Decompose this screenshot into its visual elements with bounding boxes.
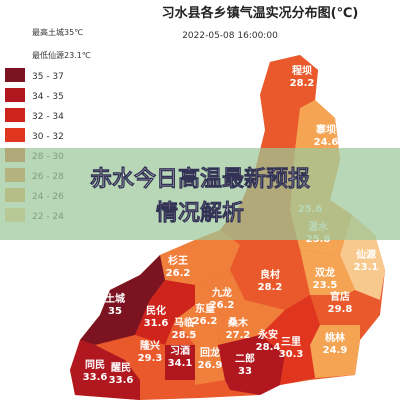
legend-swatch: [5, 128, 25, 142]
town-name: 良村: [260, 268, 280, 281]
legend-label: 32 - 34: [32, 112, 64, 122]
banner-bg: [0, 148, 400, 240]
legend-label: 35 - 37: [32, 72, 64, 82]
town-name: 桑木: [227, 316, 249, 329]
town-name: 二郎: [235, 352, 255, 365]
banner-line: 情况解析: [156, 200, 244, 226]
town-temp: 23.1: [354, 262, 379, 273]
town-labels: 程坝28.2寨坝24.625.6温水25.8仙源23.1杉王26.2良村28.2…: [83, 64, 379, 386]
town-temp: 28.2: [290, 78, 315, 89]
town-name: 三里: [281, 336, 301, 348]
legend-label: 30 - 32: [32, 132, 64, 142]
town-name: 民化: [146, 304, 166, 317]
town-name: 寨坝: [315, 123, 336, 136]
town-name: 习酒: [170, 344, 190, 357]
town-name: 回龙: [200, 346, 220, 359]
town-temp: 27.2: [226, 330, 251, 341]
town-temp: 33: [238, 366, 252, 377]
min-note: 最低仙源23.1℃: [32, 50, 91, 60]
town-temp: 33.6: [83, 372, 108, 383]
max-note: 最高土城35℃: [32, 27, 83, 37]
legend-swatch: [5, 88, 25, 102]
town-temp: 26.2: [193, 316, 218, 327]
banner-line: 赤水今日高温最新预报: [90, 166, 310, 192]
town-temp: 28.2: [258, 282, 283, 293]
town-name: 杉王: [168, 254, 188, 267]
town-temp: 29.3: [138, 353, 163, 364]
town-temp: 35: [108, 306, 122, 317]
town-name: 同民: [85, 359, 105, 371]
town-name: 官店: [330, 290, 350, 303]
legend-label: 34 - 35: [32, 92, 64, 102]
town-temp: 34.1: [168, 358, 193, 369]
timestamp: 2022-05-08 16:00:00: [182, 31, 278, 41]
town-name: 桃林: [325, 331, 346, 344]
town-temp: 30.3: [279, 349, 304, 360]
town-temp: 29.8: [328, 304, 353, 315]
town-temp: 31.6: [144, 318, 169, 329]
town-temp: 26.2: [210, 300, 235, 311]
town-temp: 26.9: [198, 360, 223, 371]
town-temp: 28.5: [172, 330, 197, 341]
map-title: 习水县各乡镇气温实况分布图(℃): [162, 5, 359, 21]
town-name: 九龙: [211, 286, 232, 299]
town-name: 隆兴: [140, 339, 160, 352]
town-name: 永安: [257, 328, 278, 341]
town-name: 仙源: [356, 248, 376, 261]
town-name: 双龙: [315, 266, 335, 279]
town-name: 醒民: [111, 362, 131, 374]
town-name: 东皇: [195, 302, 215, 315]
town-name: 土城: [105, 292, 125, 305]
town-temp: 28.4: [256, 342, 281, 353]
town-temp: 23.5: [313, 280, 338, 291]
town-temp: 26.2: [166, 268, 191, 279]
town-temp: 33.6: [109, 375, 134, 386]
legend-swatch: [5, 108, 25, 122]
town-temp: 24.9: [323, 345, 348, 356]
town-name: 程坝: [292, 64, 312, 77]
town-name: 马临: [174, 316, 194, 329]
town-temp: 24.6: [314, 137, 339, 148]
legend-swatch: [5, 68, 25, 82]
